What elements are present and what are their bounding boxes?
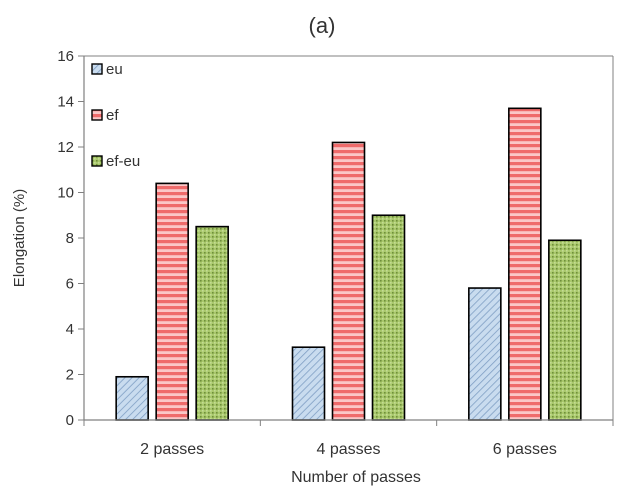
- bar-eu-4-passes: [291, 346, 326, 421]
- legend-swatch-ef-eu: [91, 155, 103, 167]
- y-tick-label: 2: [66, 367, 74, 384]
- y-tick-label: 4: [66, 321, 74, 338]
- legend-label-ef-eu: ef-eu: [106, 153, 140, 170]
- legend-swatch-ef: [91, 109, 103, 121]
- chart-title: (a): [309, 13, 336, 38]
- legend-swatch-eu: [91, 63, 103, 75]
- bar-ef-eu-2-passes: [195, 225, 229, 421]
- x-tick-label: 4 passes: [316, 441, 380, 458]
- y-tick-label: 14: [57, 94, 74, 111]
- legend-label-ef: ef: [106, 107, 119, 124]
- y-tick-label: 12: [57, 139, 74, 156]
- x-tick-label: 2 passes: [140, 441, 204, 458]
- x-tick-label: 6 passes: [493, 441, 557, 458]
- x-axis-label: Number of passes: [291, 469, 421, 486]
- bar-ef-4-passes: [331, 141, 366, 421]
- y-axis-label: Elongation (%): [11, 189, 28, 287]
- y-tick-label: 6: [66, 276, 74, 293]
- bar-eu-2-passes: [115, 375, 149, 421]
- bar-ef-eu-6-passes: [548, 239, 582, 421]
- y-tick-label: 0: [66, 412, 74, 429]
- y-tick-label: 10: [57, 185, 74, 202]
- plot-area: 2 passes 4 passes 6 passes 0 2 4 6 8 10 12 14 16 eu e…: [57, 48, 614, 458]
- y-tick-label: 8: [66, 230, 74, 247]
- legend-label-eu: eu: [106, 61, 123, 78]
- bar-eu-6-passes: [468, 287, 502, 421]
- bar-ef-6-passes: [508, 107, 542, 421]
- bar-ef-eu-4-passes: [371, 214, 406, 421]
- y-tick-label: 16: [57, 48, 74, 65]
- bar-ef-2-passes: [155, 182, 189, 421]
